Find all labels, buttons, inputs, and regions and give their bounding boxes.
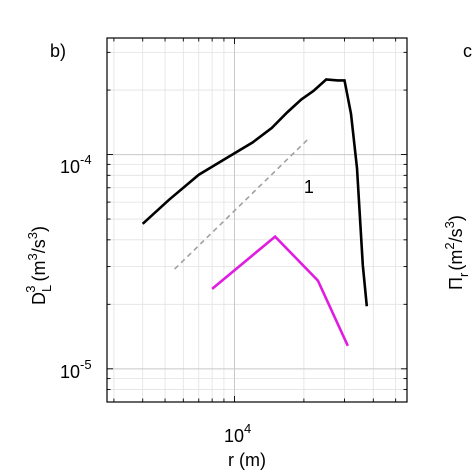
series-layer	[141, 78, 369, 347]
y-axis-label: DL3(m3/s3)	[23, 226, 54, 305]
y-tick-label-1e-4: 10-4	[60, 152, 92, 177]
major-grid	[107, 38, 407, 402]
minor-grid	[107, 38, 407, 403]
x-axis-label: r (m)	[228, 450, 266, 470]
series-line-0	[141, 78, 369, 307]
plot-frame	[106, 37, 408, 403]
right-y-axis-label: Πr(m2/s3)	[442, 215, 471, 290]
slope-annotation: 1	[304, 177, 314, 197]
x-tick-label-1e4: 104	[224, 421, 251, 446]
next-panel-label: c	[463, 41, 472, 61]
y-tick-label-1e-5: 10-5	[60, 357, 92, 382]
series-line-2	[174, 137, 310, 270]
panel-label: b)	[50, 41, 66, 61]
series-line-1	[211, 234, 349, 347]
tick-marks	[107, 38, 407, 403]
